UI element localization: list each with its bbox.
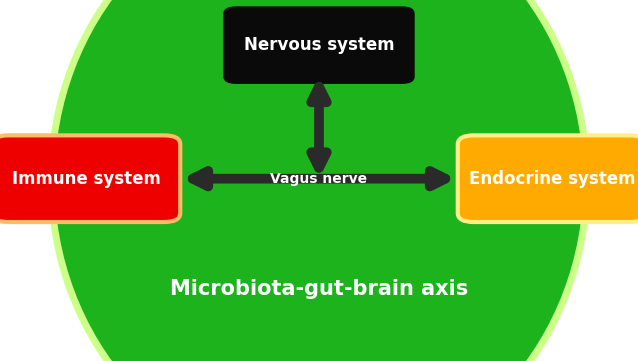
Text: Immune system: Immune system <box>11 170 161 188</box>
Ellipse shape <box>51 0 587 361</box>
FancyBboxPatch shape <box>457 135 638 222</box>
Text: Endocrine system: Endocrine system <box>469 170 635 188</box>
FancyBboxPatch shape <box>0 135 180 222</box>
Text: Nervous system: Nervous system <box>244 36 394 54</box>
FancyBboxPatch shape <box>223 6 415 84</box>
Text: Vagus nerve: Vagus nerve <box>271 172 367 186</box>
Text: Microbiota-gut-brain axis: Microbiota-gut-brain axis <box>170 279 468 299</box>
